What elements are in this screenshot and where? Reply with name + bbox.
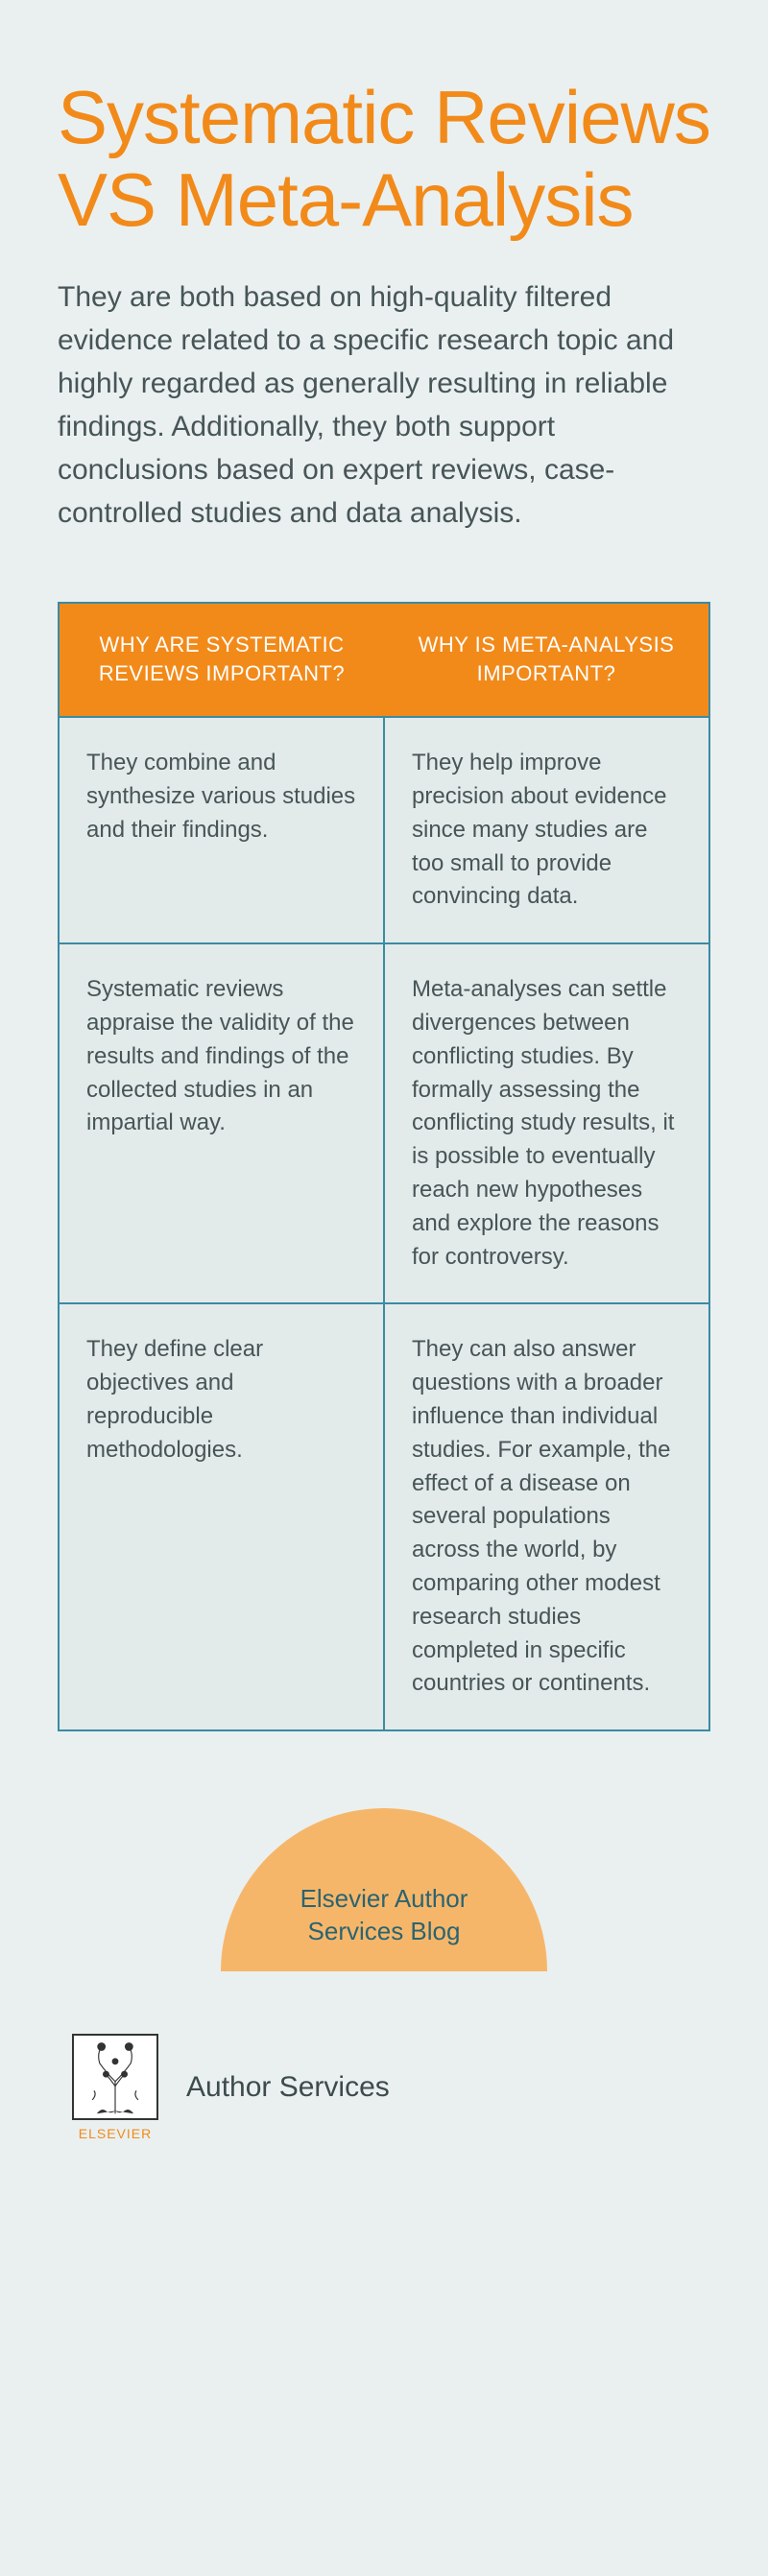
- comparison-table: WHY ARE SYSTEMATIC REVIEWS IMPORTANT? WH…: [58, 602, 710, 1732]
- elsevier-label: ELSEVIER: [67, 2126, 163, 2141]
- badge-container: Elsevier Author Services Blog: [58, 1808, 710, 1976]
- elsevier-logo: ELSEVIER: [67, 2034, 163, 2141]
- badge-text: Elsevier Author Services Blog: [221, 1883, 547, 1948]
- cell-left: They define clear objectives and reprodu…: [59, 1303, 384, 1730]
- table-header-right: WHY IS META-ANALYSIS IMPORTANT?: [384, 603, 709, 718]
- badge-line2: Services Blog: [308, 1917, 461, 1945]
- page-title: Systematic Reviews VS Meta-Analysis: [58, 77, 710, 242]
- cell-right: They can also answer questions with a br…: [384, 1303, 709, 1730]
- footer-text: Author Services: [186, 2071, 390, 2104]
- table-header-left: WHY ARE SYSTEMATIC REVIEWS IMPORTANT?: [59, 603, 384, 718]
- intro-paragraph: They are both based on high-quality filt…: [58, 275, 710, 535]
- cell-left: They combine and synthesize various stud…: [59, 717, 384, 943]
- cell-right: Meta-analyses can settle divergences bet…: [384, 943, 709, 1303]
- footer: ELSEVIER Author Services: [58, 2034, 710, 2141]
- cell-left: Systematic reviews appraise the validity…: [59, 943, 384, 1303]
- table-row: Systematic reviews appraise the validity…: [59, 943, 709, 1303]
- blog-badge: Elsevier Author Services Blog: [221, 1808, 547, 1971]
- tree-icon: [72, 2034, 158, 2120]
- badge-line1: Elsevier Author: [300, 1884, 468, 1913]
- table-row: They combine and synthesize various stud…: [59, 717, 709, 943]
- cell-right: They help improve precision about eviden…: [384, 717, 709, 943]
- table-row: They define clear objectives and reprodu…: [59, 1303, 709, 1730]
